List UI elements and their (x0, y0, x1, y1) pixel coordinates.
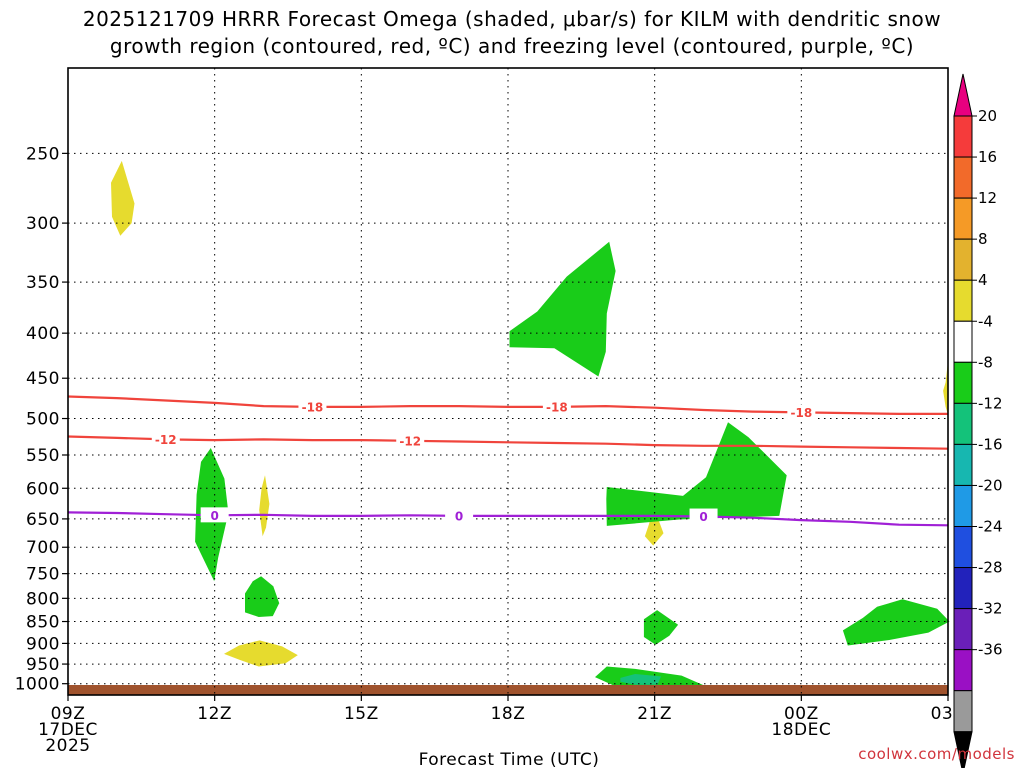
x-tick-label-6-0: 15Z (344, 704, 379, 724)
colorbar-label-7: -12 (978, 394, 1003, 412)
chart-title-line-1: 2025121709 HRRR Forecast Omega (shaded, … (83, 7, 941, 31)
y-tick-label-850: 850 (26, 613, 60, 633)
colorbar-segment-5 (953, 320, 973, 363)
colorbar-segment-11 (953, 567, 973, 610)
terrain-fill (68, 685, 948, 695)
colorbar-label-1: 16 (978, 148, 997, 166)
colorbar-segment-10 (953, 526, 973, 569)
x-tick-label-0-2: 2025 (45, 736, 90, 756)
x-tick-label-12-0: 21Z (637, 704, 672, 724)
contour-label-bg-2-1 (445, 507, 474, 523)
colorbar-label-12: -32 (978, 600, 1003, 618)
contour-label-bg-0-2 (787, 404, 816, 420)
y-tick-label-500: 500 (26, 410, 60, 430)
colorbar-label-8: -16 (978, 435, 1003, 453)
colorbar-label-11: -28 (978, 559, 1003, 577)
chart-title-line-2: growth region (contoured, red, ºC) and f… (110, 34, 914, 58)
colorbar-label-10: -24 (978, 518, 1003, 536)
y-tick-label-1000: 1000 (15, 675, 60, 695)
contour-label-bg-2-2 (689, 508, 718, 524)
omega-region-10 (620, 674, 661, 685)
x-tick-label-9-0: 18Z (491, 704, 526, 724)
colorbar-label-4: 4 (978, 271, 988, 289)
omega-region-12 (943, 360, 948, 415)
colorbar-segment-13 (953, 649, 973, 692)
contour-label-bg-1-1 (396, 432, 425, 448)
contour-label-0-1: -18 (546, 400, 568, 414)
colorbar-segment-14 (953, 690, 973, 733)
contour-label-bg-0-0 (298, 398, 327, 414)
y-tick-label-450: 450 (26, 369, 60, 389)
colorbar-segment-8 (953, 443, 973, 486)
y-tick-label-350: 350 (26, 273, 60, 293)
omega-region-3 (245, 576, 280, 617)
y-tick-label-400: 400 (26, 324, 60, 344)
x-tick-label-0-1: 17DEC (38, 720, 98, 740)
y-tick-label-750: 750 (26, 565, 60, 585)
contour-line-1 (67, 435, 949, 450)
contour-label-2-0: 0 (210, 509, 218, 523)
y-tick-label-650: 650 (26, 510, 60, 530)
x-tick-label-0-0: 09Z (51, 704, 86, 724)
x-tick-label-15-1: 18DEC (771, 720, 831, 740)
colorbar-segment-6 (953, 361, 973, 404)
colorbar-segment-4 (953, 279, 973, 322)
colorbar-segment-1 (953, 156, 973, 199)
y-tick-label-600: 600 (26, 479, 60, 499)
omega-region-2 (259, 475, 270, 537)
temperature-contours: -18 -18 -18 -12 -12 0 0 0 (67, 395, 949, 527)
omega-region-8 (606, 422, 787, 526)
colorbar-top-triangle (953, 73, 973, 117)
x-tick-label-3-0: 12Z (197, 704, 232, 724)
pressure-gridlines (67, 68, 948, 695)
omega-region-5 (509, 241, 616, 377)
colorbar-label-5: -4 (978, 312, 993, 330)
omega-colorbar: 20 16 12 8 4 -4 -8 -12 -16 -20 -24 -28 -32 -36 (953, 73, 1003, 768)
terrain-band (68, 685, 948, 695)
contour-label-bg-1-0 (151, 431, 180, 447)
colorbar-bottom-triangle (953, 731, 973, 768)
colorbar-label-6: -8 (978, 353, 993, 371)
contour-label-bg-2-0 (200, 507, 229, 523)
omega-region-0 (111, 160, 135, 236)
contour-label-1-1: -12 (399, 434, 421, 448)
y-tick-label-900: 900 (26, 634, 60, 654)
omega-region-4 (224, 640, 298, 667)
y-tick-label-250: 250 (26, 144, 60, 164)
x-axis-label: Forecast Time (UTC) (419, 750, 600, 768)
y-tick-label-800: 800 (26, 589, 60, 609)
colorbar-segment-12 (953, 608, 973, 651)
colorbar-segment-3 (953, 238, 973, 281)
y-axis-ticks: 2503003504004505005506006507007508008509… (15, 144, 68, 695)
colorbar-segment-9 (953, 484, 973, 528)
y-tick-label-300: 300 (26, 214, 60, 234)
y-tick-label-550: 550 (26, 446, 60, 466)
colorbar-label-13: -36 (978, 641, 1003, 659)
x-tick-label-15-0: 00Z (784, 704, 819, 724)
colorbar-segment-2 (953, 197, 973, 240)
contour-label-1-0: -12 (155, 433, 177, 447)
y-tick-label-950: 950 (26, 655, 60, 675)
omega-shaded-regions (111, 160, 950, 689)
contour-label-2-2: 0 (699, 510, 707, 524)
credit-label: coolwx.com/models (858, 745, 1015, 763)
colorbar-label-0: 20 (978, 107, 997, 125)
colorbar-segment-0 (953, 115, 973, 158)
contour-label-0-2: -18 (790, 406, 812, 420)
omega-region-11 (842, 599, 950, 646)
contour-label-bg-0-1 (542, 398, 571, 414)
colorbar-label-3: 8 (978, 230, 988, 248)
y-tick-label-700: 700 (26, 538, 60, 558)
omega-region-7 (643, 610, 679, 645)
colorbar-label-2: 12 (978, 189, 997, 207)
contour-label-0-0: -18 (302, 400, 324, 414)
contour-label-2-1: 0 (455, 509, 463, 523)
omega-region-6 (644, 506, 664, 546)
colorbar-segment-7 (953, 402, 973, 445)
colorbar-label-9: -20 (978, 476, 1003, 494)
